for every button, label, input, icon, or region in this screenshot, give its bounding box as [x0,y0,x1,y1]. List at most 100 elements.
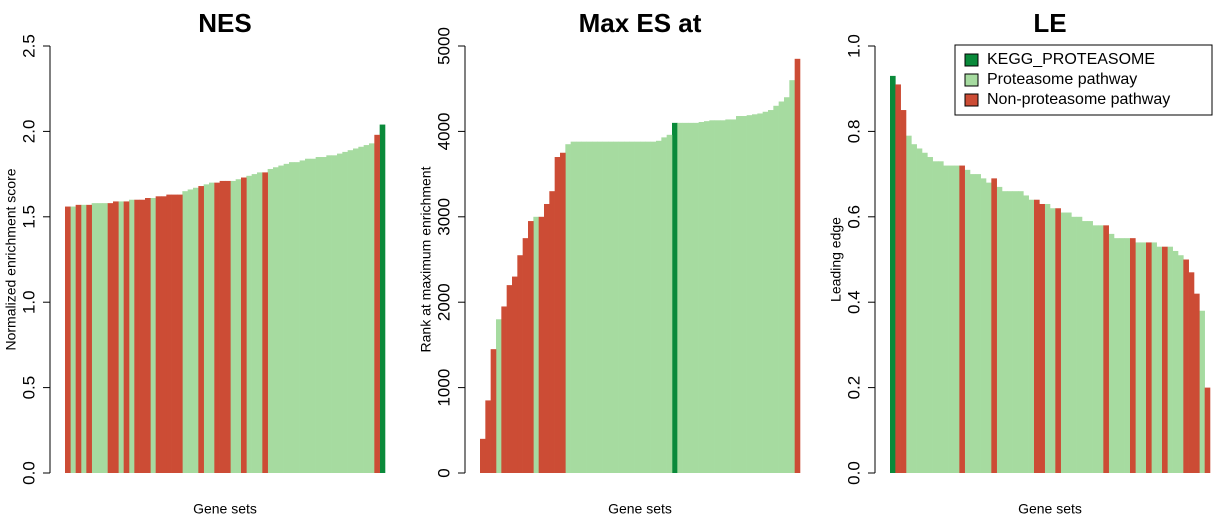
bar [650,141,657,473]
bar [347,150,354,474]
bar [1108,233,1115,473]
bar [299,160,306,473]
legend-label: Proteasome pathway [987,71,1137,88]
bar [1103,225,1109,473]
bar [155,196,162,473]
y-tick-label: 5000 [434,27,453,65]
bar [954,165,960,473]
bar [75,204,82,473]
bar [1188,272,1195,473]
bar [70,206,76,473]
bar [794,58,801,474]
y-tick-label: 0 [434,468,453,477]
bar [145,198,151,473]
bar [661,137,667,474]
legend-swatch [964,53,979,67]
bar [624,141,630,473]
bar [225,180,231,473]
bar [916,148,923,474]
bar [246,175,252,474]
bar [698,122,705,474]
bar [113,201,119,474]
bar [1028,199,1035,473]
bar [927,157,933,473]
bar [677,122,683,474]
bar [310,158,316,473]
bar [709,120,715,473]
y-tick-label: 3000 [434,198,453,236]
bar [1167,246,1173,473]
bar [118,201,124,474]
bar [1183,259,1189,473]
bar [991,178,997,473]
bar [485,400,491,473]
bar [911,144,917,473]
bar [560,152,566,473]
chart-title: NES [198,8,251,38]
bar [522,238,529,473]
bar [544,203,550,474]
bar [305,158,311,473]
bar [746,115,753,473]
y-tick-label: 0.4 [844,290,863,314]
legend-label: KEGG_PROTEASOME [987,51,1155,68]
bar [379,124,386,474]
bar [975,174,981,473]
bar [496,319,502,473]
bar [1082,221,1088,473]
bar [219,180,226,473]
bar [900,110,907,474]
bar [757,113,763,473]
bar [528,221,534,473]
bar [948,165,955,473]
y-tick-label: 0.6 [844,205,863,229]
y-tick-label: 4000 [434,112,453,150]
bar [725,119,731,473]
bar [337,153,343,473]
bar [480,438,486,473]
bar [230,180,236,473]
bar [1178,255,1184,473]
bar [283,163,290,474]
bar [970,174,976,473]
bar [922,152,928,473]
bar [666,134,673,474]
bar [1156,246,1163,473]
bar [501,306,507,473]
bar [1124,238,1131,473]
legend-box [954,44,1213,116]
bar [139,199,146,473]
bar [342,151,348,473]
bar [554,157,561,473]
y-axis-label: Leading edge [828,217,844,302]
bar [1204,387,1211,473]
bar [321,157,327,473]
bar [943,165,949,473]
bar [294,162,300,474]
bar [166,194,172,473]
chart-title: LE [1033,8,1066,38]
bar [326,155,332,473]
y-tick-label: 0.2 [844,376,863,400]
bar [193,187,199,473]
bar [358,146,364,473]
bar [538,216,545,474]
y-tick-label: 0.5 [19,376,38,400]
bar [1092,225,1099,473]
bar [267,168,274,473]
bar [688,122,694,474]
bar [1119,238,1125,473]
y-tick-label: 1.0 [19,290,38,314]
bar [778,101,785,473]
bar [214,182,220,473]
bar [235,179,242,473]
bar [741,116,747,473]
x-axis-label: Gene sets [1018,501,1082,517]
y-tick-label: 0.8 [844,120,863,144]
bar [1130,238,1136,473]
x-axis-label: Gene sets [608,501,672,517]
bar [331,155,338,473]
bar [273,167,279,473]
bar [150,198,156,473]
